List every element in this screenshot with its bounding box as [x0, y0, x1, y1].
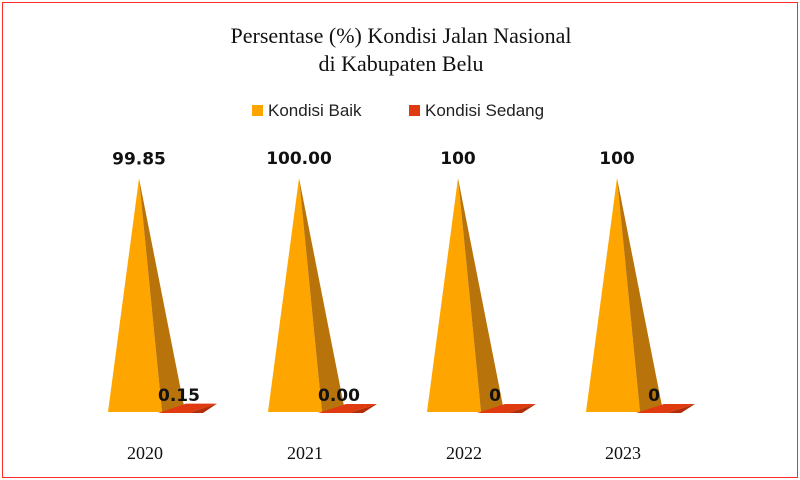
x-tick-label-2022: 2022: [446, 443, 482, 463]
chart-marks: [108, 178, 695, 413]
legend-swatch-kondisi-sedang: [409, 105, 420, 116]
bar-side-kondisi-baik-2021: [299, 178, 344, 412]
chart-title: Persentase (%) Kondisi Jalan Nasional di…: [231, 23, 572, 76]
value-label-kondisi-baik-2022: 100: [440, 149, 476, 169]
bar-kondisi-sedang-2022: [477, 404, 536, 413]
legend-label-kondisi-sedang: Kondisi Sedang: [425, 101, 544, 120]
chart-legend: Kondisi Baik Kondisi Sedang: [252, 101, 544, 120]
bar-kondisi-baik-2021: [268, 178, 322, 412]
value-labels: 99.85 100.00 100 100 0.15 0.00 0 0: [112, 149, 660, 406]
bar-side-kondisi-baik-2023: [617, 178, 662, 412]
value-label-kondisi-sedang-2023: 0: [648, 386, 660, 406]
value-label-kondisi-baik-2021: 100.00: [266, 149, 332, 169]
value-label-kondisi-sedang-2020: 0.15: [158, 386, 200, 406]
value-label-kondisi-baik-2020: 99.85: [112, 149, 166, 169]
legend-label-kondisi-baik: Kondisi Baik: [268, 101, 362, 120]
bar-side-kondisi-sedang-2023: [667, 404, 695, 413]
chart-canvas: Persentase (%) Kondisi Jalan Nasional di…: [108, 23, 695, 463]
chart-title-line-2: di Kabupaten Belu: [319, 51, 484, 76]
legend-swatch-kondisi-baik: [252, 105, 263, 116]
bar-side-kondisi-baik-2022: [458, 178, 503, 412]
x-tick-label-2021: 2021: [287, 443, 323, 463]
bar-kondisi-sedang-2021: [318, 404, 377, 413]
bar-side-kondisi-baik-2020: [139, 178, 184, 412]
value-label-kondisi-sedang-2022: 0: [489, 386, 501, 406]
value-label-kondisi-sedang-2021: 0.00: [318, 386, 360, 406]
bar-side-kondisi-sedang-2022: [508, 404, 536, 413]
bar-side-kondisi-sedang-2021: [349, 404, 377, 413]
x-tick-label-2023: 2023: [605, 443, 641, 463]
bar-kondisi-baik-2022: [427, 178, 481, 412]
chart-title-line-1: Persentase (%) Kondisi Jalan Nasional: [231, 23, 572, 48]
bar-kondisi-sedang-2023: [636, 404, 695, 413]
bar-kondisi-baik-2020: [108, 178, 162, 412]
bar-side-kondisi-sedang-2020: [189, 403, 217, 413]
bar-kondisi-baik-2023: [586, 178, 640, 412]
x-tick-label-2020: 2020: [127, 443, 163, 463]
value-label-kondisi-baik-2023: 100: [599, 149, 635, 169]
bar-kondisi-sedang-2020: [158, 403, 217, 413]
x-axis-labels: 2020 2021 2022 2023: [127, 443, 641, 463]
